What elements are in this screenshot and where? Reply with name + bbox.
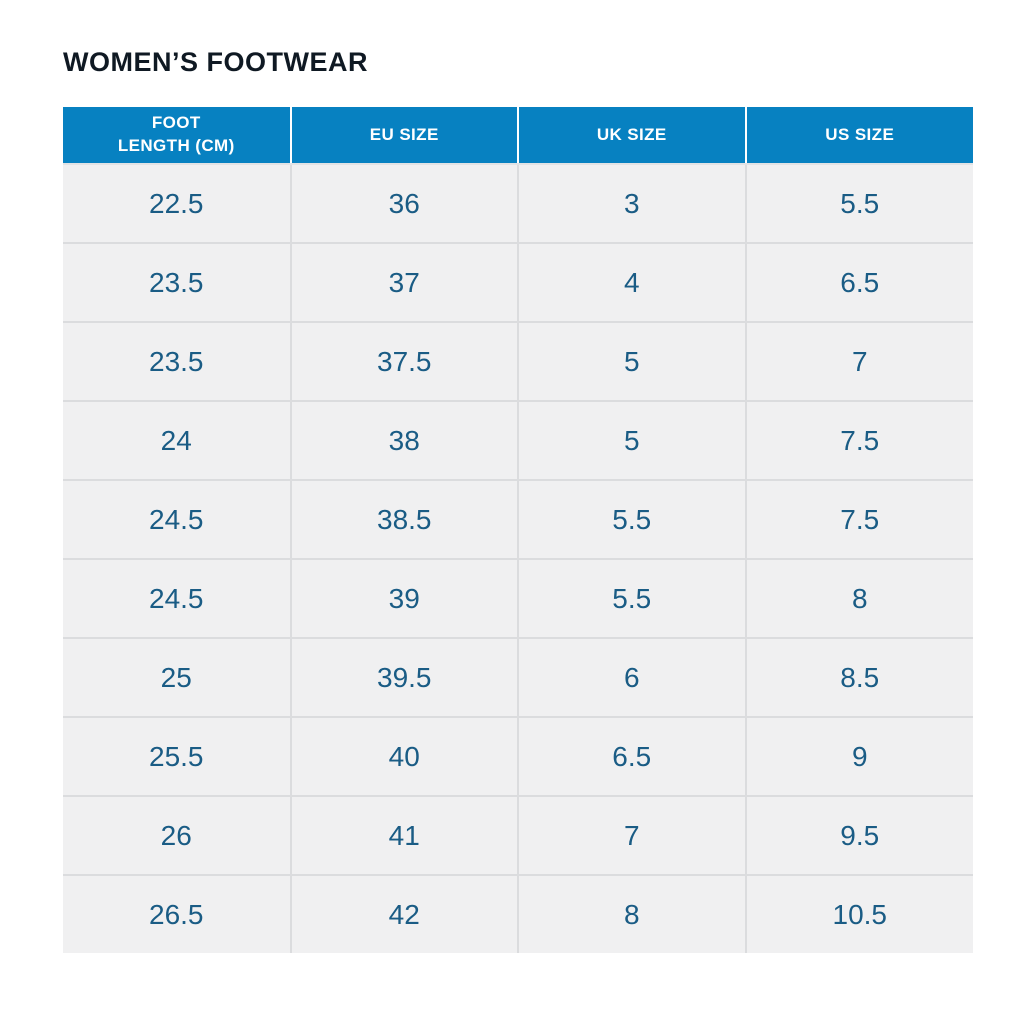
table-cell-eu-size: 38 [289,400,519,481]
table-cell-foot-length-cm: 25.5 [62,716,292,797]
table-cell-us-size: 8.5 [744,637,974,718]
table-row: 24.5 39 5.5 8 [62,558,974,639]
table-cell-uk-size: 5.5 [517,558,747,639]
column-header-foot-length: FOOT LENGTH (CM) [63,107,292,165]
table-cell-us-size: 9 [744,716,974,797]
size-chart-header: FOOT LENGTH (CM) EU SIZE UK SIZE US SIZE [63,107,973,165]
table-cell-foot-length-cm: 23.5 [62,321,292,402]
table-cell-eu-size: 37 [289,242,519,323]
table-row: 24 38 5 7.5 [62,400,974,481]
table-cell-foot-length-cm: 25 [62,637,292,718]
table-cell-us-size: 10.5 [744,874,974,954]
table-cell-foot-length-cm: 24 [62,400,292,481]
table-row: 26 41 7 9.5 [62,795,974,876]
table-row: 26.5 42 8 10.5 [62,874,974,954]
table-row: 24.5 38.5 5.5 7.5 [62,479,974,560]
table-cell-us-size: 7.5 [744,400,974,481]
table-cell-uk-size: 8 [517,874,747,954]
column-header-eu-size: EU SIZE [290,107,519,165]
table-cell-foot-length-cm: 26 [62,795,292,876]
table-row: 23.5 37 4 6.5 [62,242,974,323]
table-cell-uk-size: 5.5 [517,479,747,560]
page-title: WOMEN’S FOOTWEAR [63,47,368,77]
table-row: 22.5 36 3 5.5 [62,163,974,244]
table-cell-uk-size: 3 [517,163,747,244]
table-cell-us-size: 6.5 [744,242,974,323]
table-cell-us-size: 8 [744,558,974,639]
table-cell-eu-size: 38.5 [289,479,519,560]
column-header-us-size: US SIZE [745,107,973,165]
table-cell-uk-size: 5 [517,321,747,402]
table-row: 25 39.5 6 8.5 [62,637,974,718]
table-cell-uk-size: 6 [517,637,747,718]
size-chart-table: FOOT LENGTH (CM) EU SIZE UK SIZE US SIZE… [62,107,974,954]
table-row: 23.5 37.5 5 7 [62,321,974,402]
table-cell-foot-length-cm: 22.5 [62,163,292,244]
table-cell-us-size: 7 [744,321,974,402]
table-cell-eu-size: 42 [289,874,519,954]
size-chart-body: 22.5 36 3 5.5 23.5 37 4 6.5 23.5 37.5 5 7 24 38 5 7.5 24… [62,163,974,954]
header-row: FOOT LENGTH (CM) EU SIZE UK SIZE US SIZE [63,107,973,165]
column-header-uk-size: UK SIZE [518,107,747,165]
table-cell-foot-length-cm: 23.5 [62,242,292,323]
table-cell-eu-size: 39 [289,558,519,639]
table-cell-foot-length-cm: 24.5 [62,558,292,639]
table-row: 25.5 40 6.5 9 [62,716,974,797]
table-cell-eu-size: 41 [289,795,519,876]
table-cell-us-size: 9.5 [744,795,974,876]
table-cell-foot-length-cm: 26.5 [62,874,292,954]
table-cell-uk-size: 6.5 [517,716,747,797]
table-cell-us-size: 5.5 [744,163,974,244]
table-cell-eu-size: 39.5 [289,637,519,718]
table-cell-foot-length-cm: 24.5 [62,479,292,560]
table-cell-us-size: 7.5 [744,479,974,560]
table-cell-uk-size: 5 [517,400,747,481]
table-cell-uk-size: 7 [517,795,747,876]
table-cell-uk-size: 4 [517,242,747,323]
table-cell-eu-size: 36 [289,163,519,244]
table-cell-eu-size: 40 [289,716,519,797]
table-cell-eu-size: 37.5 [289,321,519,402]
